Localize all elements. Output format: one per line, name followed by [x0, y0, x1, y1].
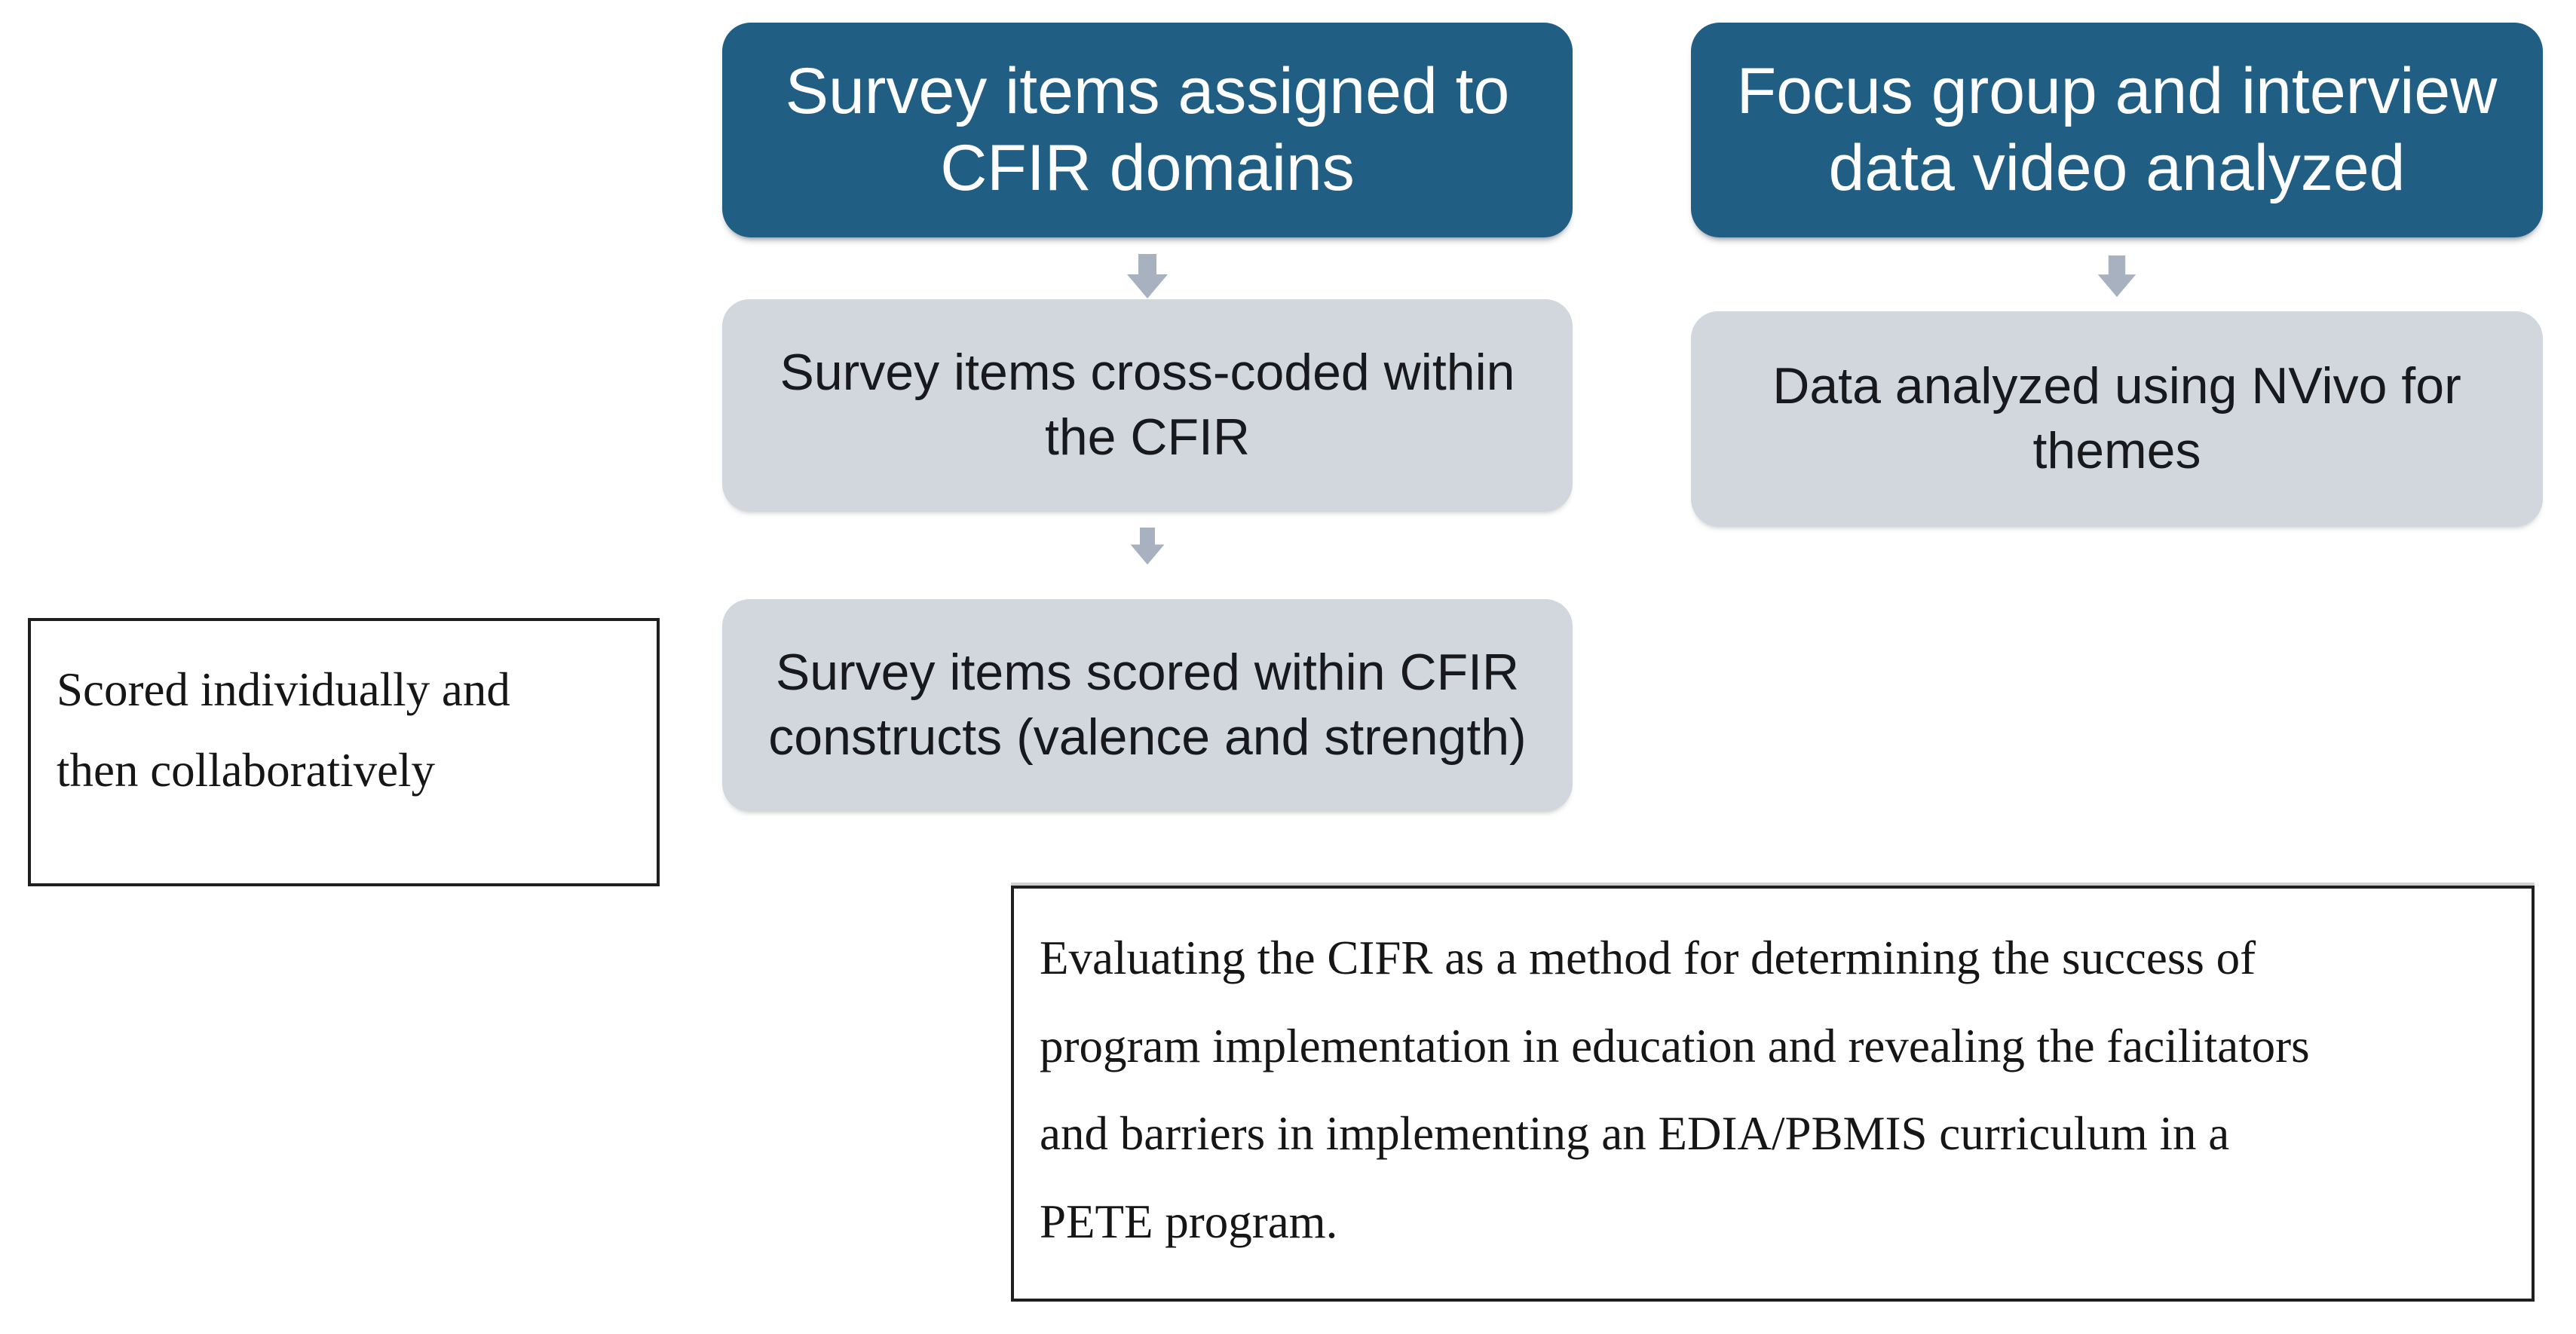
- summary-line: and barriers in implementing an EDIA/PBM…: [1040, 1107, 2230, 1161]
- node-text-line: CFIR domains: [940, 131, 1355, 204]
- side-note-box: Scored individually and then collaborati…: [28, 618, 660, 886]
- node-text-line: Survey items scored within CFIR: [775, 643, 1520, 701]
- summary-line: PETE program.: [1040, 1195, 1338, 1248]
- side-note-line: Scored individually and: [57, 663, 510, 716]
- node-text-line: data video analyzed: [1828, 131, 2406, 204]
- node-text-line: the CFIR: [1044, 408, 1251, 466]
- node-nvivo-analysis: Data analyzed using NVivo for themes: [1691, 311, 2543, 526]
- summary-box: Evaluating the CIFR as a method for dete…: [1011, 886, 2535, 1302]
- node-text-line: Focus group and interview: [1736, 55, 2498, 128]
- summary-line: program implementation in education and …: [1040, 1019, 2310, 1072]
- node-text-line: Survey items cross-coded within: [780, 343, 1515, 401]
- summary-line: Evaluating the CIFR as a method for dete…: [1040, 932, 2256, 984]
- down-arrow-icon: [1127, 254, 1168, 298]
- node-survey-scored: Survey items scored within CFIR construc…: [722, 599, 1573, 811]
- node-text-line: constructs (valence and strength): [768, 708, 1527, 766]
- node-text-line: Survey items assigned to: [785, 55, 1510, 128]
- flow-column-qualitative: Focus group and interview data video ana…: [1691, 23, 2543, 526]
- node-survey-cross-coded: Survey items cross-coded within the CFIR: [722, 299, 1573, 511]
- down-arrow-icon: [2097, 255, 2136, 298]
- down-arrow-icon: [1130, 528, 1165, 565]
- node-survey-items-assigned: Survey items assigned to CFIR domains: [722, 23, 1573, 237]
- side-note-line: then collaboratively: [57, 744, 436, 797]
- node-focus-group-interview: Focus group and interview data video ana…: [1691, 23, 2543, 237]
- node-text-line: Data analyzed using NVivo for: [1772, 356, 2461, 415]
- flow-column-survey: Survey items assigned to CFIR domains Su…: [722, 23, 1573, 811]
- node-text-line: themes: [2032, 421, 2201, 479]
